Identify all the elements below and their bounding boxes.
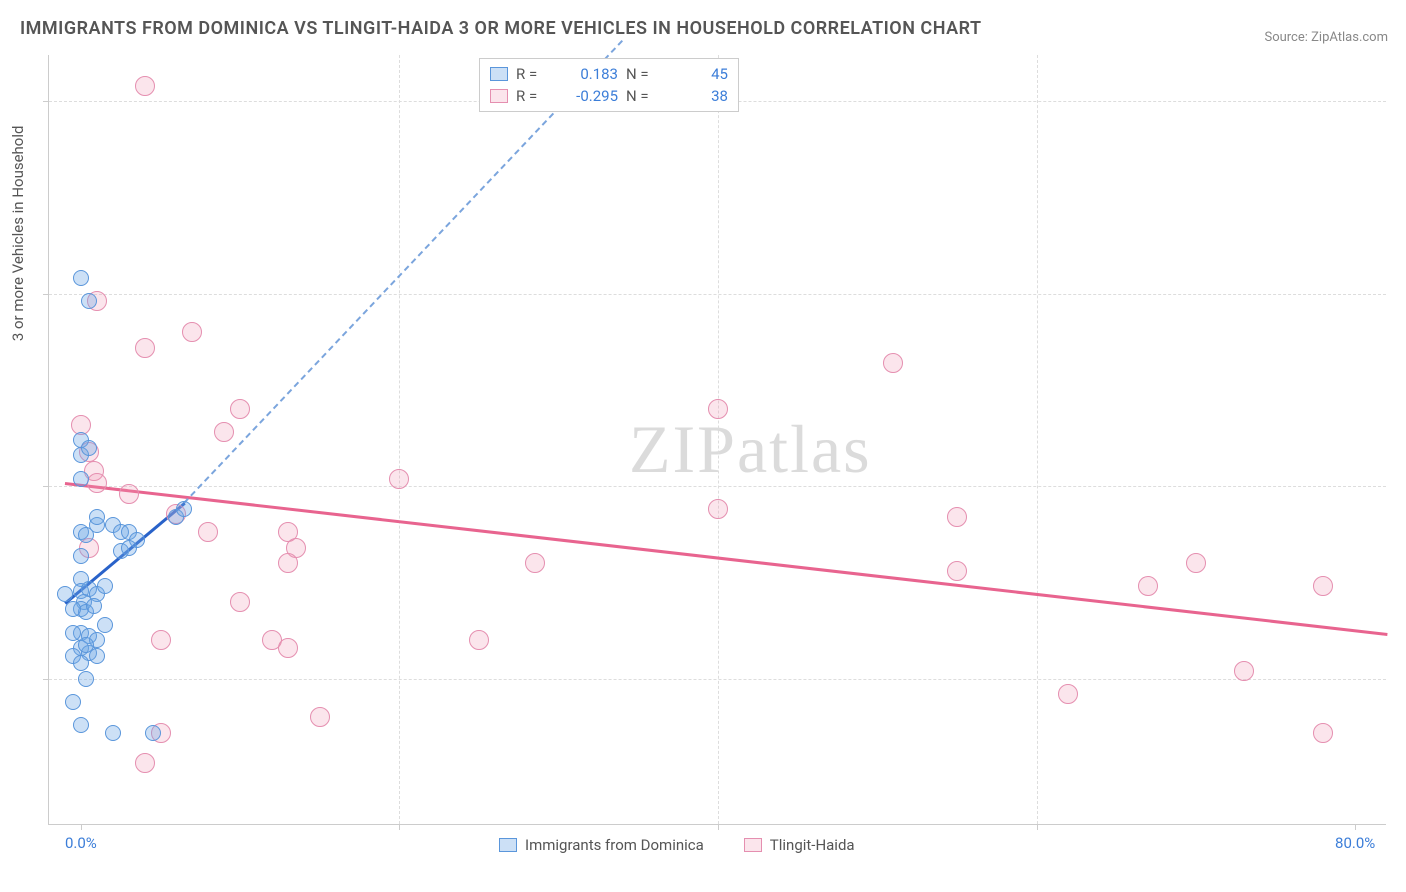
y-axis-label: 3 or more Vehicles in Household: [9, 126, 27, 342]
data-point: [310, 707, 330, 727]
data-point: [176, 501, 192, 517]
data-point: [198, 522, 218, 542]
chart-title: IMMIGRANTS FROM DOMINICA VS TLINGIT-HAID…: [20, 18, 982, 39]
legend-swatch-pink: [744, 838, 762, 852]
data-point: [73, 548, 89, 564]
legend-swatch-blue: [490, 67, 508, 81]
data-point: [469, 630, 489, 650]
data-point: [121, 540, 137, 556]
data-point: [97, 617, 113, 633]
y-tick-label: 12.5%: [1393, 670, 1406, 688]
data-point: [230, 592, 250, 612]
gridline-v: [718, 55, 719, 824]
data-point: [151, 630, 171, 650]
correlation-legend: R = 0.183 N = 45 R = -0.295 N = 38: [479, 58, 739, 112]
data-point: [1313, 723, 1333, 743]
watermark: ZIPatlas: [629, 410, 872, 489]
data-point: [135, 76, 155, 96]
data-point: [65, 625, 81, 641]
data-point: [57, 586, 73, 602]
data-point: [87, 473, 107, 493]
data-point: [230, 399, 250, 419]
r-label: R =: [516, 87, 552, 105]
data-point: [86, 598, 102, 614]
data-point: [73, 717, 89, 733]
data-point: [73, 655, 89, 671]
data-point: [135, 338, 155, 358]
y-tick-label: 50.0%: [1393, 92, 1406, 110]
legend-label-blue: Immigrants from Dominica: [525, 836, 704, 854]
r-value-pink: -0.295: [560, 87, 618, 105]
data-point: [105, 725, 121, 741]
data-point: [135, 753, 155, 773]
data-point: [145, 725, 161, 741]
r-value-blue: 0.183: [560, 65, 618, 83]
data-point: [525, 553, 545, 573]
legend-label-pink: Tlingit-Haida: [770, 836, 855, 854]
n-label: N =: [626, 65, 662, 83]
data-point: [1058, 684, 1078, 704]
data-point: [81, 440, 97, 456]
data-point: [65, 601, 81, 617]
data-point: [89, 509, 105, 525]
data-point: [119, 484, 139, 504]
data-point: [947, 561, 967, 581]
gridline-v: [1037, 55, 1038, 824]
x-tick-label: 80.0%: [1335, 834, 1375, 852]
data-point: [708, 399, 728, 419]
legend-swatch-blue: [499, 838, 517, 852]
data-point: [78, 637, 94, 653]
data-point: [182, 322, 202, 342]
data-point: [708, 499, 728, 519]
data-point: [1138, 576, 1158, 596]
scatter-plot: R = 0.183 N = 45 R = -0.295 N = 38 ZIPat…: [48, 55, 1386, 825]
data-point: [81, 293, 97, 309]
data-point: [214, 422, 234, 442]
r-label: R =: [516, 65, 552, 83]
data-point: [78, 527, 94, 543]
legend-item-pink: Tlingit-Haida: [744, 836, 855, 854]
legend-row-pink: R = -0.295 N = 38: [490, 85, 728, 107]
source-label: Source: ZipAtlas.com: [1264, 30, 1388, 45]
data-point: [278, 638, 298, 658]
data-point: [73, 270, 89, 286]
gridline-v: [399, 55, 400, 824]
data-point: [73, 471, 89, 487]
series-legend: Immigrants from Dominica Tlingit-Haida: [499, 836, 855, 854]
data-point: [389, 469, 409, 489]
data-point: [1313, 576, 1333, 596]
y-tick-label: 25.0%: [1393, 477, 1406, 495]
legend-row-blue: R = 0.183 N = 45: [490, 63, 728, 85]
legend-swatch-pink: [490, 89, 508, 103]
data-point: [1234, 661, 1254, 681]
data-point: [278, 553, 298, 573]
legend-item-blue: Immigrants from Dominica: [499, 836, 704, 854]
data-point: [1186, 553, 1206, 573]
data-point: [947, 507, 967, 527]
n-label: N =: [626, 87, 662, 105]
n-value-blue: 45: [670, 65, 728, 83]
y-tick-label: 37.5%: [1393, 285, 1406, 303]
data-point: [883, 353, 903, 373]
x-tick-label: 0.0%: [65, 834, 97, 852]
data-point: [97, 578, 113, 594]
data-point: [78, 671, 94, 687]
n-value-pink: 38: [670, 87, 728, 105]
data-point: [65, 694, 81, 710]
